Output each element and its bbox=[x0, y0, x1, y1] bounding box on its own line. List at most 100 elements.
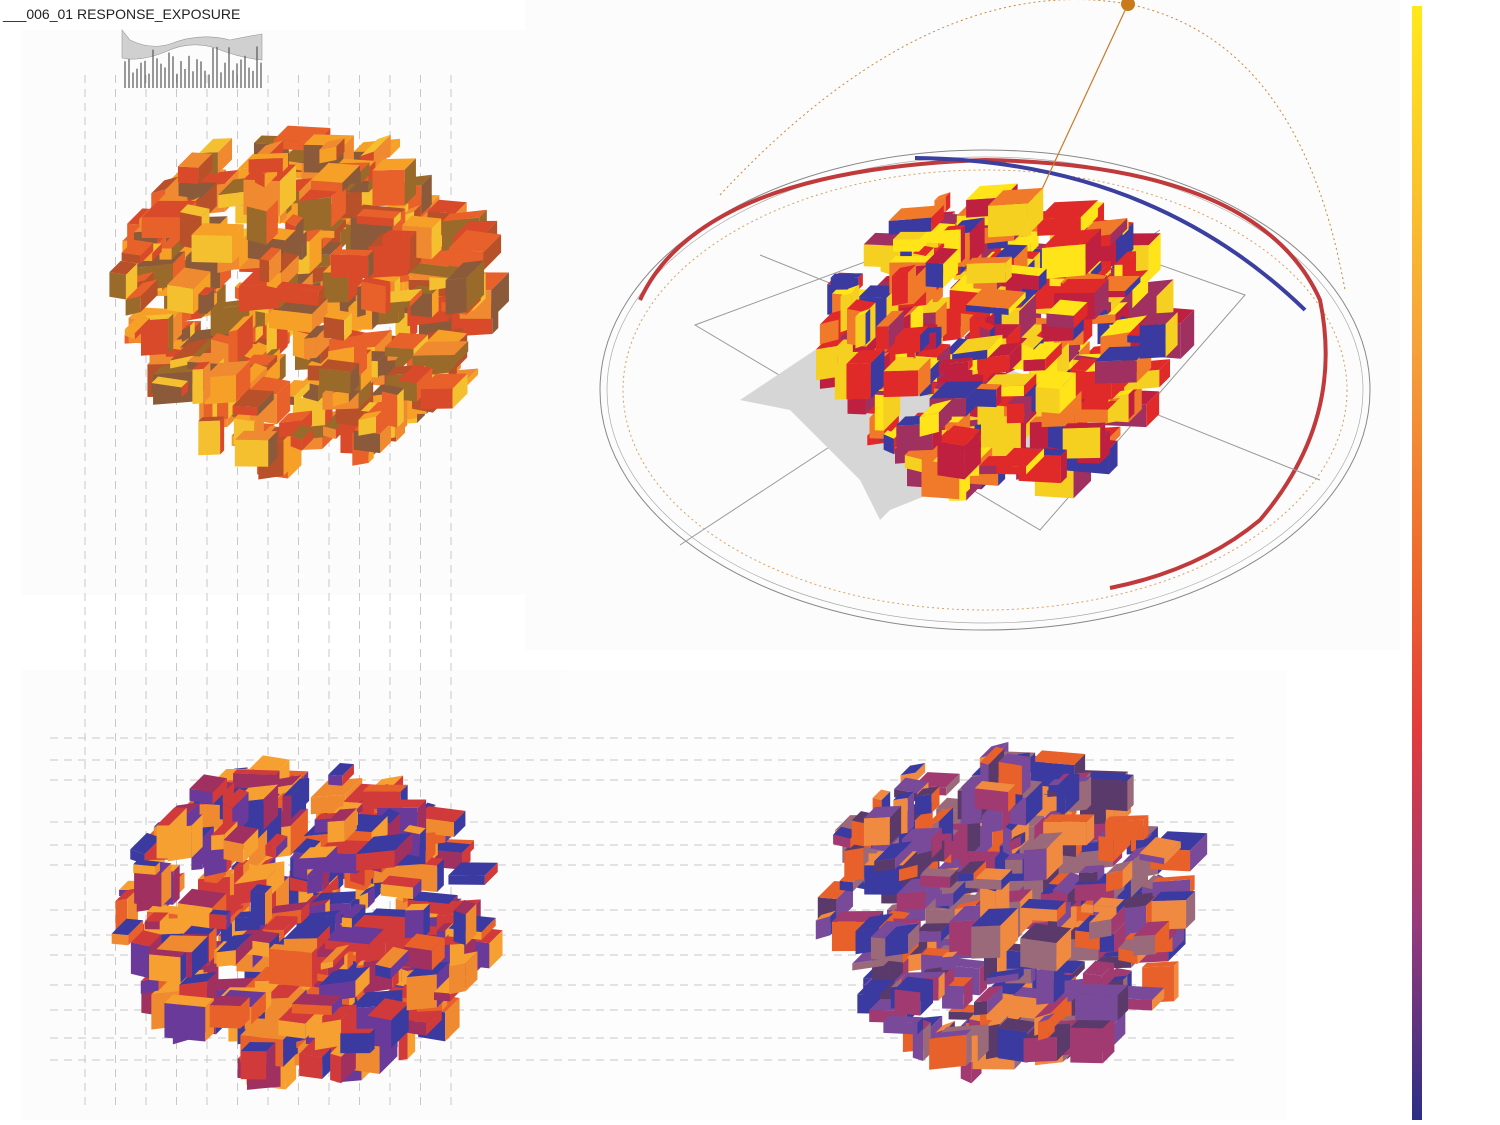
block-face bbox=[222, 782, 234, 806]
block-face bbox=[385, 281, 391, 314]
block-face bbox=[836, 882, 853, 923]
block-face bbox=[1036, 968, 1054, 1005]
block-face bbox=[465, 903, 477, 946]
block-face bbox=[885, 934, 909, 957]
block-face bbox=[140, 318, 169, 356]
block-face bbox=[994, 244, 1028, 259]
block-face bbox=[204, 360, 251, 378]
block-face bbox=[431, 287, 439, 318]
block-face bbox=[173, 864, 180, 905]
block-face bbox=[356, 208, 401, 219]
block-face bbox=[220, 416, 225, 455]
block-face bbox=[340, 1033, 371, 1054]
block-face bbox=[1075, 984, 1129, 996]
block-face bbox=[124, 314, 150, 334]
block-face bbox=[1006, 396, 1032, 404]
block-face bbox=[155, 861, 160, 875]
block-face bbox=[974, 781, 1016, 793]
block-face bbox=[189, 788, 213, 805]
block-face bbox=[360, 162, 370, 184]
block-face bbox=[373, 134, 391, 172]
block-face bbox=[445, 998, 460, 1042]
block-face bbox=[980, 746, 1005, 765]
block-face bbox=[244, 342, 271, 361]
block-face bbox=[941, 951, 958, 958]
block-face bbox=[1029, 421, 1053, 457]
block-face bbox=[268, 431, 278, 467]
block-face bbox=[977, 1024, 989, 1062]
block-face bbox=[1053, 278, 1109, 294]
block-face bbox=[954, 899, 982, 910]
exposure-graph bbox=[121, 29, 263, 88]
block-face bbox=[925, 262, 944, 288]
block-face bbox=[957, 873, 974, 882]
block-face bbox=[925, 247, 959, 264]
block-face bbox=[1020, 831, 1026, 847]
block-face bbox=[960, 225, 966, 263]
block-face bbox=[1127, 774, 1134, 812]
block-face bbox=[130, 832, 162, 855]
block-face bbox=[402, 215, 442, 229]
block-face bbox=[296, 910, 341, 920]
block-face bbox=[297, 196, 332, 233]
block-face bbox=[276, 287, 319, 306]
block-face bbox=[330, 1053, 342, 1084]
block-face bbox=[412, 354, 455, 366]
block-face bbox=[319, 138, 345, 150]
block-face bbox=[269, 943, 318, 953]
block-face bbox=[1164, 841, 1181, 865]
block-face bbox=[218, 191, 249, 209]
block-face bbox=[1023, 342, 1062, 361]
block-face bbox=[976, 388, 997, 408]
block-face bbox=[109, 260, 138, 275]
block-face bbox=[883, 434, 894, 455]
block-face bbox=[394, 832, 413, 868]
block-face bbox=[312, 298, 328, 333]
block-face bbox=[986, 973, 1019, 985]
block-face bbox=[409, 288, 423, 308]
block-face bbox=[259, 259, 270, 283]
block-face bbox=[1100, 422, 1106, 458]
block-face bbox=[938, 971, 945, 1001]
block-face bbox=[929, 1029, 972, 1039]
block-face bbox=[1139, 853, 1165, 865]
block-face bbox=[397, 388, 404, 428]
block-face bbox=[432, 364, 457, 375]
block-face bbox=[1114, 922, 1126, 952]
block-face bbox=[111, 933, 129, 946]
block-face bbox=[149, 954, 181, 983]
block-face bbox=[1093, 897, 1125, 908]
block-face bbox=[379, 422, 392, 454]
block-face bbox=[250, 367, 268, 392]
block-face bbox=[985, 1015, 1009, 1027]
block-face bbox=[276, 381, 291, 425]
block-face bbox=[876, 310, 904, 327]
block-face bbox=[1037, 217, 1081, 236]
block-face bbox=[901, 971, 945, 979]
block-face bbox=[1023, 832, 1063, 851]
block-face bbox=[177, 903, 212, 929]
block-face bbox=[109, 272, 126, 300]
block-face bbox=[918, 357, 931, 397]
block-face bbox=[299, 857, 327, 870]
block-face bbox=[1080, 200, 1099, 234]
block-face bbox=[1025, 781, 1043, 826]
block-face bbox=[144, 921, 160, 930]
block-face bbox=[937, 425, 981, 446]
block-face bbox=[855, 308, 871, 317]
block-face bbox=[917, 1017, 924, 1035]
block-face bbox=[269, 949, 312, 988]
block-face bbox=[815, 916, 831, 940]
block-face bbox=[1056, 772, 1080, 788]
block-face bbox=[1020, 413, 1026, 455]
block-face bbox=[248, 158, 283, 174]
block-face bbox=[1065, 774, 1080, 814]
block-face bbox=[311, 180, 343, 193]
block-face bbox=[1008, 784, 1016, 812]
block-face bbox=[448, 229, 502, 253]
block-face bbox=[393, 211, 401, 227]
block-face bbox=[167, 284, 194, 315]
block-face bbox=[1024, 373, 1037, 396]
block-face bbox=[257, 391, 274, 416]
block-face bbox=[893, 791, 914, 801]
